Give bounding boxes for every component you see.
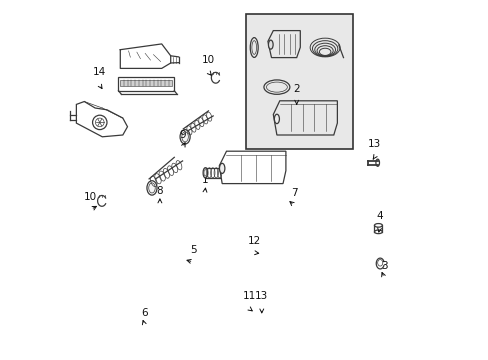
Text: 4: 4 [375,211,382,221]
Text: 3: 3 [380,261,386,271]
Text: 1: 1 [201,175,208,185]
Text: 10: 10 [202,55,215,65]
Bar [118,77,174,91]
Text: 9: 9 [179,130,185,140]
Bar [246,14,352,149]
Bar [120,80,172,86]
Text: 7: 7 [290,188,297,198]
Text: 10: 10 [84,192,97,202]
Text: 13: 13 [367,139,381,149]
Ellipse shape [203,168,207,178]
Ellipse shape [268,40,273,49]
Text: 5: 5 [190,245,196,255]
Text: 6: 6 [141,307,147,318]
Ellipse shape [219,163,224,174]
Ellipse shape [180,130,190,144]
Text: 13: 13 [255,291,268,301]
Text: 2: 2 [293,84,300,94]
Text: 8: 8 [156,186,163,196]
Text: 14: 14 [93,67,106,77]
Ellipse shape [146,181,157,195]
Text: 12: 12 [247,235,261,246]
Text: 11: 11 [242,291,255,301]
Ellipse shape [274,114,279,123]
